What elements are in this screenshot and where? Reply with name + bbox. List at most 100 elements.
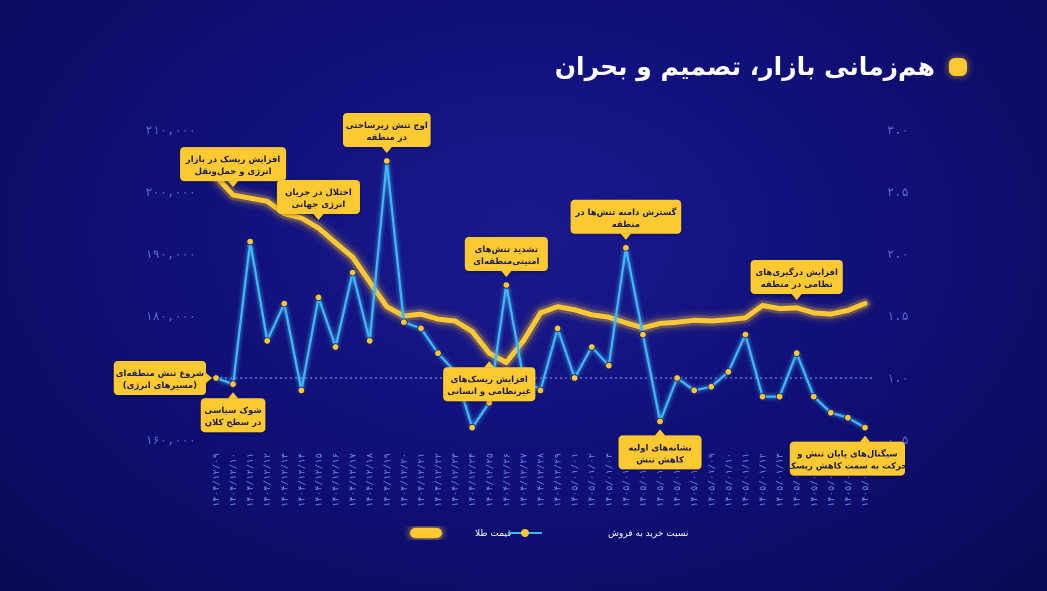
callout-text: کاهش تنش	[636, 455, 684, 465]
buy-sell-ratio-point	[691, 387, 698, 394]
callout-pointer	[484, 361, 494, 367]
buy-sell-ratio-point	[298, 387, 305, 394]
callout-text: افزایش ریسک در بازار	[185, 155, 281, 165]
annotation-callout: شوک سیاسی در سطح کلان	[201, 392, 266, 432]
left-axis-tick: ۱۹۰,۰۰۰	[145, 247, 196, 261]
x-axis-tick: ۱۴۰۵/۰۱/۰۳	[605, 453, 615, 507]
x-axis-tick: ۱۴۰۴/۱۲/۱۱	[246, 453, 256, 507]
buy-sell-ratio-point	[230, 381, 237, 388]
annotation-callout: اختلال در جریانانرژی جهانی	[277, 180, 360, 220]
callout-text: حرکت به سمت کاهش ریسک	[787, 462, 907, 472]
x-axis-tick: ۱۴۰۴/۱۲/۲۲	[434, 453, 444, 507]
legend-ratio-label: نسبت خرید به فروش	[608, 529, 688, 539]
buy-sell-ratio-point	[503, 282, 510, 289]
callout-pointer	[860, 436, 870, 442]
annotation-callout: اوج تنش زیرساختی در منطقه	[343, 113, 431, 153]
annotation-callout: تشدید تنش‌های امنیتی‌منطقه‌ای	[465, 237, 548, 277]
buy-sell-ratio-point	[537, 387, 544, 394]
buy-sell-ratio-point	[606, 362, 613, 369]
callout-text: نظامی در منطقه	[761, 280, 833, 290]
callout-text: نشانه‌های اولیه	[628, 443, 691, 453]
buy-sell-ratio-point	[213, 375, 220, 382]
x-axis-tick: ۱۴۰۵/۰۱/۰۹	[707, 453, 717, 507]
callout-pointer	[228, 392, 238, 398]
buy-sell-ratio-point	[554, 325, 561, 332]
buy-sell-ratio-point	[674, 375, 681, 382]
callout-pointer	[206, 373, 212, 383]
x-axis-tick: ۱۴۰۴/۱۲/۲۰	[400, 453, 410, 507]
buy-sell-ratio-point	[776, 393, 783, 400]
buy-sell-ratio-point	[332, 344, 339, 351]
x-axis-tick: ۱۴۰۴/۱۲/۲۶	[502, 453, 512, 507]
callout-text: انرژی جهانی	[292, 200, 346, 210]
legend-gold-label: قیمت طلا	[475, 529, 511, 539]
callout-text: (مسیرهای انرژی)	[123, 381, 197, 391]
x-axis-tick: ۱۴۰۴/۱۲/۰۹	[212, 453, 222, 507]
x-axis-tick: ۱۴۰۵/۰۱/۱۲	[759, 453, 769, 507]
buy-sell-ratio-point	[383, 158, 390, 165]
buy-sell-ratio-point	[349, 269, 356, 276]
annotation-callout: افزایش ریسک در بازار انرژی و حمل‌ونقل	[180, 147, 286, 187]
buy-sell-ratio-point	[281, 300, 288, 307]
callout-text: اوج تنش زیرساختی	[346, 121, 428, 131]
x-axis-tick: ۱۴۰۴/۱۲/۲۴	[468, 453, 478, 507]
right-axis-tick: ۱.۵	[887, 309, 909, 323]
legend-gold-swatch	[410, 528, 442, 538]
callout-text: غیرنظامی و انسانی	[447, 387, 531, 397]
buy-sell-ratio-point	[708, 383, 715, 390]
buy-sell-ratio-point	[315, 294, 322, 301]
left-axis-tick: ۱۶۰,۰۰۰	[145, 433, 196, 447]
annotation-callout: سیگنال‌های پایان تنش و حرکت به سمت کاهش ر…	[787, 436, 907, 476]
left-axis-tick: ۲۱۰,۰۰۰	[145, 123, 196, 137]
callout-pointer	[621, 234, 631, 240]
legend-ratio-marker	[521, 529, 529, 537]
annotation-callout: افزایش درگیری‌های نظامی در منطقه	[751, 260, 843, 300]
buy-sell-ratio-point	[640, 331, 647, 338]
buy-sell-ratio-point	[264, 338, 271, 345]
callout-text: گسترش دامنه تنش‌ها در	[574, 207, 676, 218]
x-axis-tick: ۱۴۰۵/۰۱/۰۲	[588, 453, 598, 507]
buy-sell-ratio-point	[571, 375, 578, 382]
callout-text: افزایش ریسک‌های	[451, 375, 528, 385]
callout-text: منطقه	[612, 220, 640, 230]
callout-pointer	[382, 147, 392, 153]
buy-sell-ratio-point	[623, 245, 630, 252]
callout-text: در منطقه	[367, 133, 408, 143]
x-axis-tick: ۱۴۰۴/۱۲/۱۵	[314, 453, 324, 507]
callout-text: تشدید تنش‌های	[475, 245, 538, 255]
callout-pointer	[501, 271, 511, 277]
right-axis-tick: ۲.۵	[887, 185, 909, 199]
x-axis-tick: ۱۴۰۴/۱۲/۱۷	[349, 453, 359, 507]
buy-sell-ratio-point	[366, 338, 373, 345]
buy-sell-ratio-point	[862, 424, 869, 431]
callout-text: سیگنال‌های پایان تنش و	[796, 449, 898, 460]
x-axis-tick: ۱۴۰۴/۱۲/۱۰	[229, 453, 239, 507]
callout-text: انرژی و حمل‌ونقل	[195, 167, 272, 177]
buy-sell-ratio-point	[247, 238, 254, 245]
callout-pointer	[792, 294, 802, 300]
right-axis-tick: ۲.۰	[887, 247, 909, 261]
callout-text: امنیتی‌منطقه‌ای	[473, 257, 539, 267]
x-axis-tick: ۱۴۰۴/۱۲/۱۲	[263, 453, 273, 507]
buy-sell-ratio-point	[401, 319, 408, 326]
x-axis-tick: ۱۴۰۴/۱۲/۱۳	[280, 453, 290, 507]
x-axis-tick: ۱۴۰۴/۱۲/۲۳	[451, 453, 461, 507]
buy-sell-ratio-point	[845, 414, 852, 421]
x-axis-tick: ۱۴۰۴/۱۲/۲۱	[417, 453, 427, 507]
left-axis-tick: ۲۰۰,۰۰۰	[145, 185, 196, 199]
x-axis-tick: ۱۴۰۴/۱۲/۲۷	[519, 453, 529, 507]
x-axis-tick: ۱۴۰۵/۰۱/۱۰	[724, 453, 734, 507]
buy-sell-ratio-point	[657, 418, 664, 425]
buy-sell-ratio-point	[742, 331, 749, 338]
callout-text: شروع تنش منطقه‌ای	[116, 369, 204, 379]
callout-pointer	[655, 429, 665, 435]
buy-sell-ratio-point	[725, 369, 732, 376]
annotation-callout: نشانه‌های اولیه کاهش تنش	[619, 429, 702, 469]
x-axis-tick: ۱۴۰۴/۱۲/۱۹	[383, 453, 393, 507]
buy-sell-ratio-point	[435, 350, 442, 357]
x-axis-tick: ۱۴۰۴/۱۲/۲۵	[485, 453, 495, 507]
callout-text: در سطح کلان	[205, 418, 262, 428]
right-axis-tick: ۱.۰	[887, 371, 909, 385]
